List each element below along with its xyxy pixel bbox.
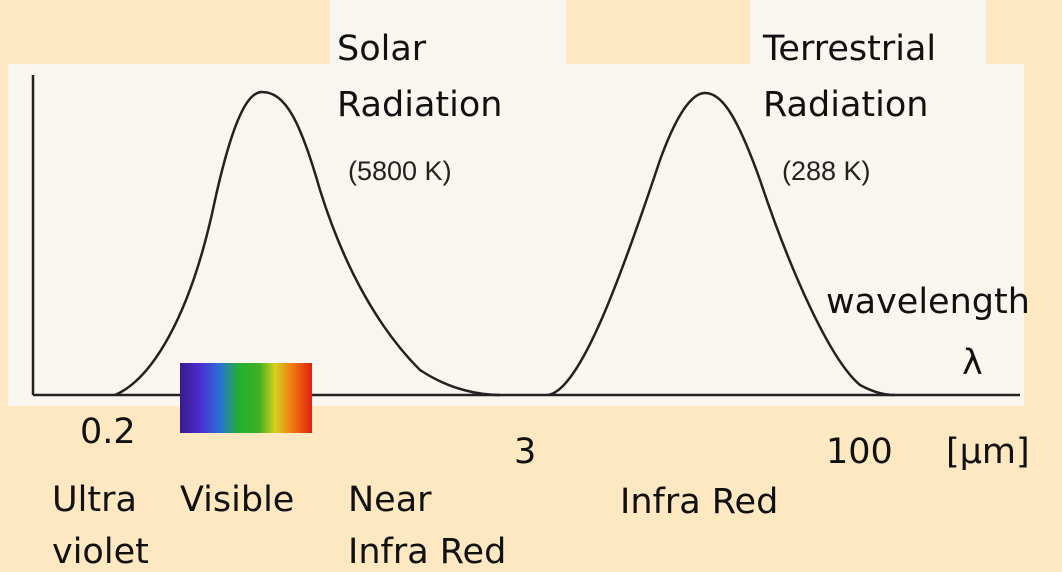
curve-temperature: (288 K) xyxy=(782,156,871,186)
region-label: Infra Red xyxy=(348,532,506,572)
axis-symbol: λ xyxy=(962,343,983,383)
curve-name: Radiation xyxy=(763,85,928,125)
curve-temperature: (5800 K) xyxy=(348,156,452,186)
visible-spectrum xyxy=(180,363,312,433)
tick-label: 3 xyxy=(514,432,536,472)
solar-curve xyxy=(114,90,501,397)
curve-name: Solar xyxy=(337,29,427,69)
label-background xyxy=(330,0,566,200)
terrestrial-curve xyxy=(547,91,896,397)
axis-label: wavelength xyxy=(826,282,1030,322)
region-label: violet xyxy=(52,532,149,572)
curve-name: Terrestrial xyxy=(762,29,936,69)
region-label: Ultra xyxy=(52,480,137,520)
label-background xyxy=(750,0,986,200)
region-label: Near xyxy=(348,480,432,520)
tick-label: 0.2 xyxy=(80,412,136,452)
curve-name: Radiation xyxy=(337,85,502,125)
region-label: Infra Red xyxy=(620,482,778,522)
tick-label: 100 xyxy=(826,432,893,472)
region-label: Visible xyxy=(180,480,294,520)
axis-unit: [μm] xyxy=(946,432,1030,472)
